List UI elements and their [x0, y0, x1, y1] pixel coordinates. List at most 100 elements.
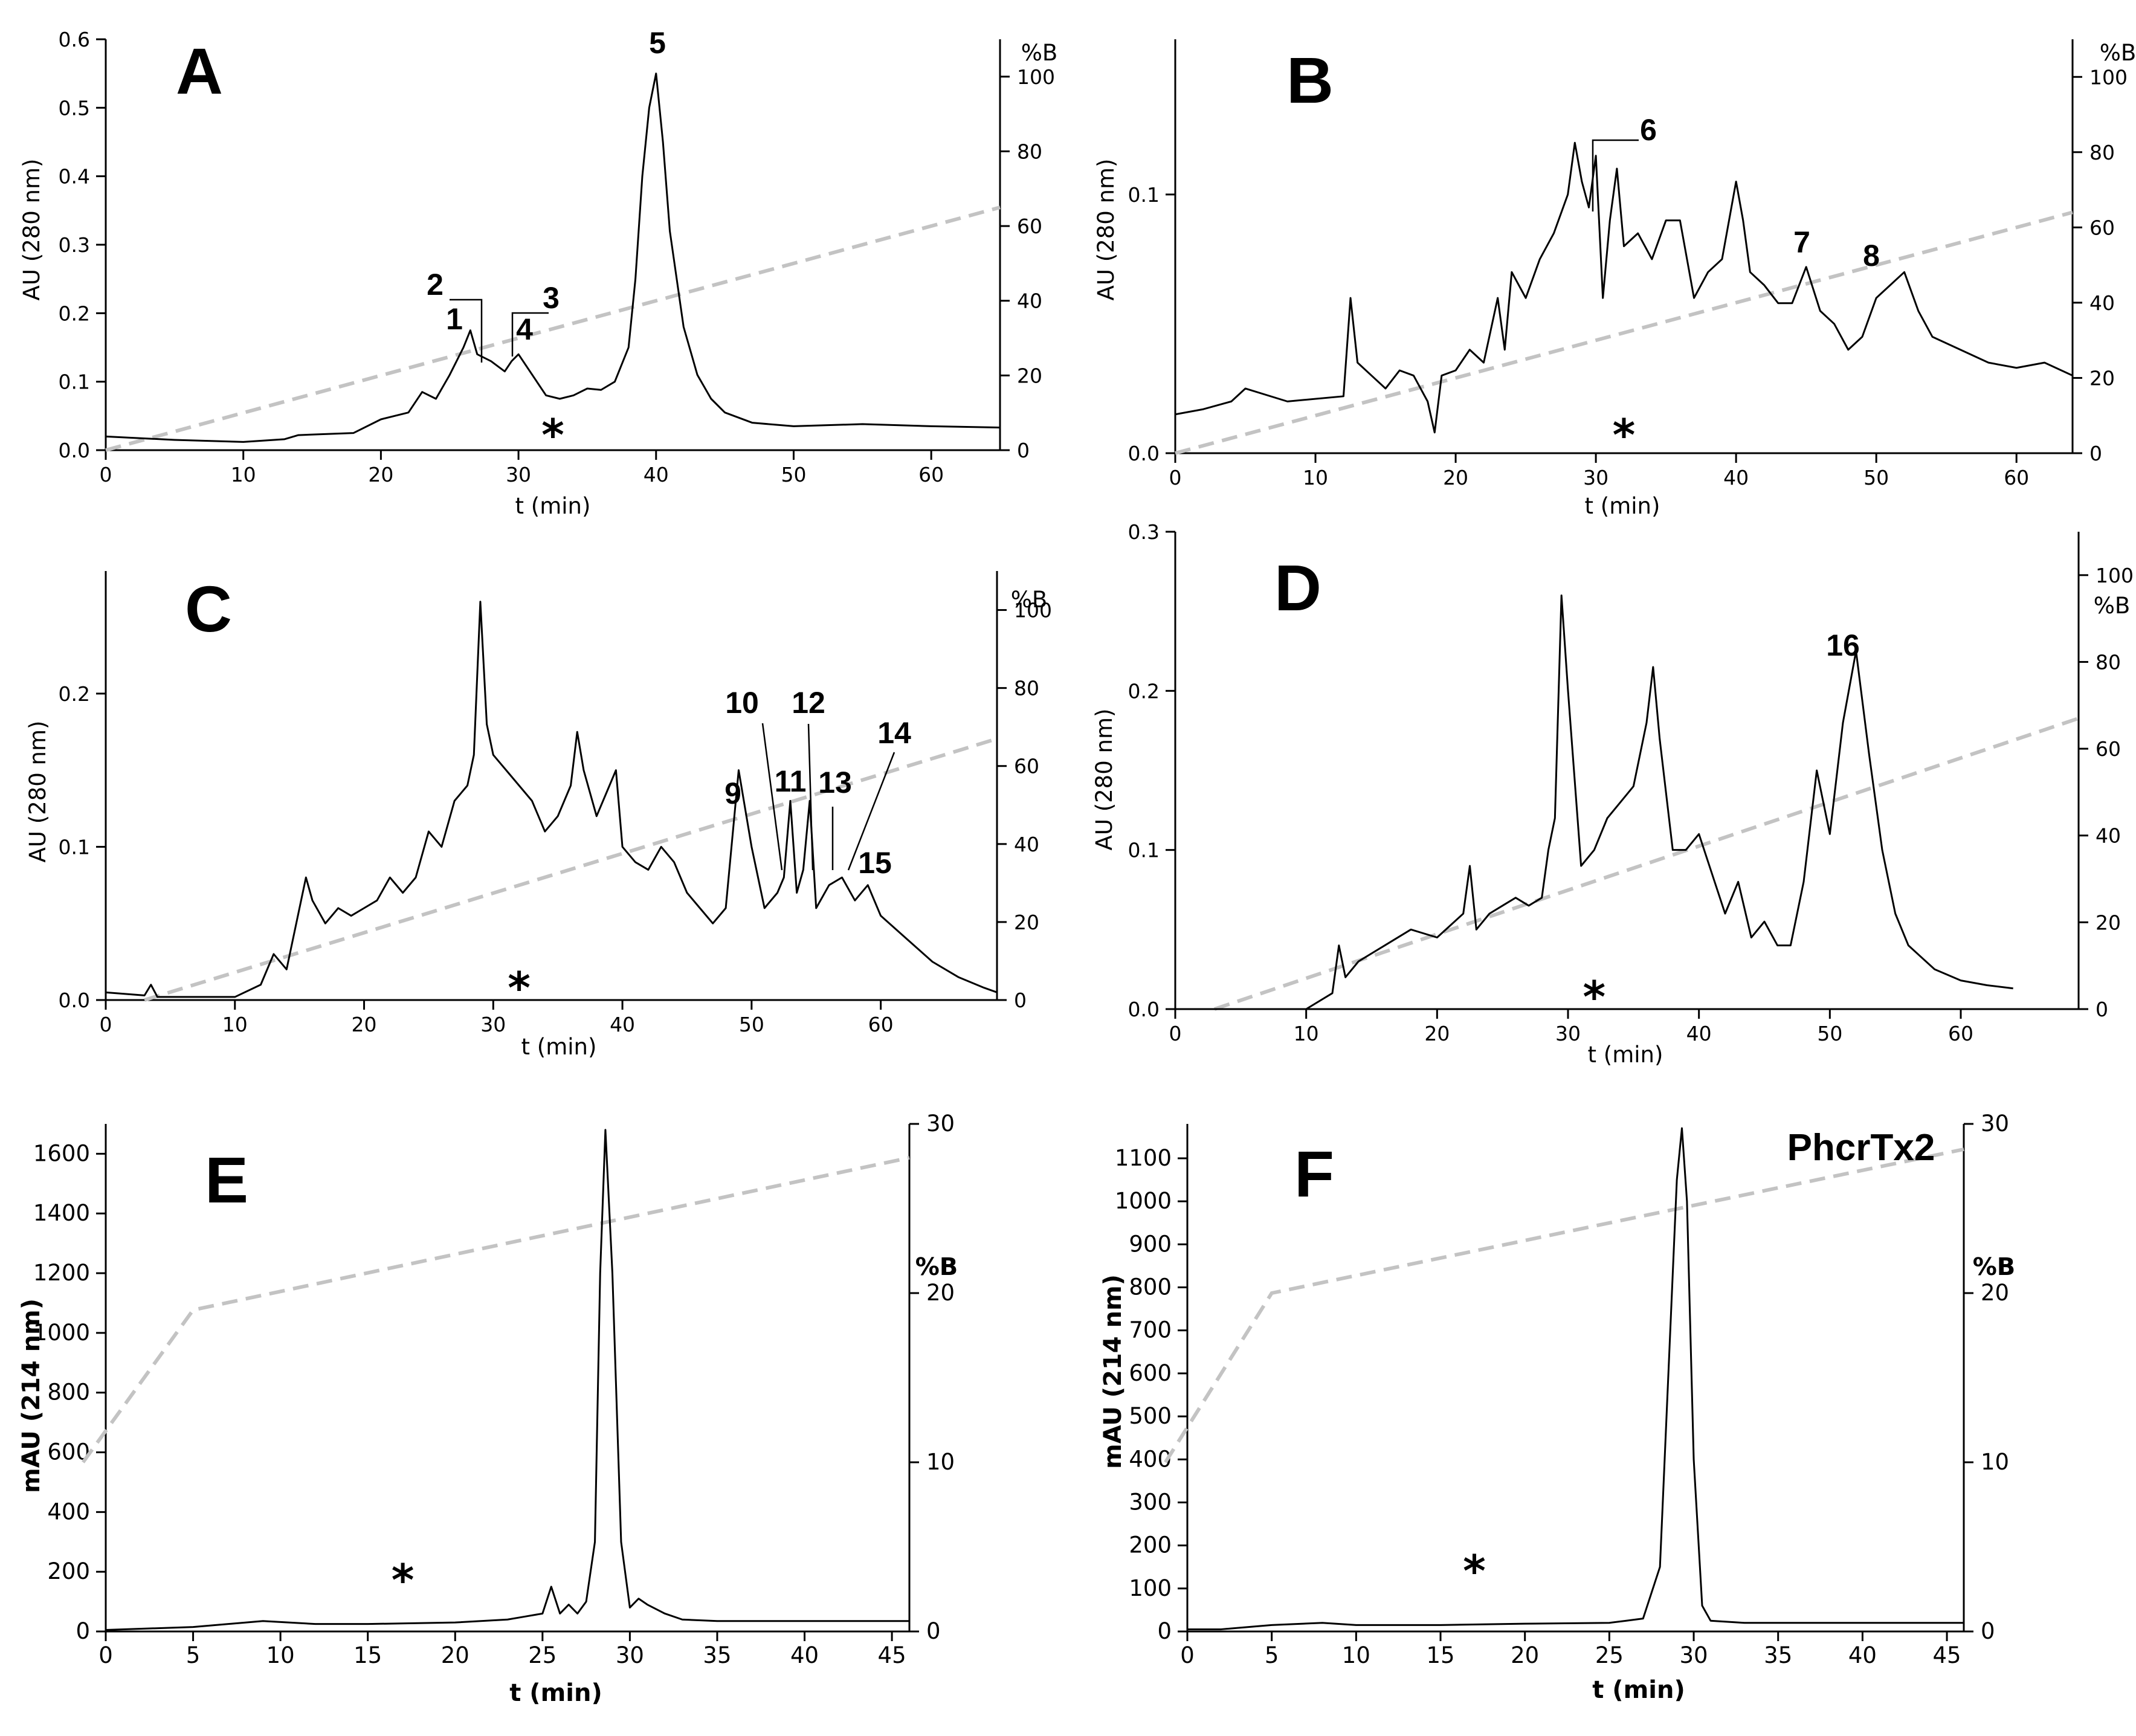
- x-tick-label: 50: [781, 463, 806, 486]
- x-tick-label: 60: [1948, 1022, 1973, 1045]
- chromatogram-trace: [1175, 141, 2073, 434]
- x-tick-label: 45: [878, 1642, 906, 1668]
- y2-tick-label: 80: [2096, 650, 2121, 674]
- peak-label: 6: [1640, 113, 1657, 147]
- peak-leader-line: [511, 312, 549, 357]
- y2-tick-label: 60: [1017, 215, 1042, 238]
- peak-label: 3: [543, 281, 560, 315]
- y2-tick-label: 40: [2096, 824, 2121, 848]
- x-tick-label: 10: [222, 1013, 248, 1036]
- chromatogram-trace: [105, 73, 1001, 443]
- peak-leader-line: [847, 752, 895, 871]
- asterisk-marker: *: [1463, 1546, 1486, 1596]
- x-tick-label: 10: [231, 463, 256, 486]
- y-tick-label: 0: [76, 1618, 90, 1644]
- chromatogram-trace: [1175, 594, 2013, 1010]
- y-tick-label: 0.0: [59, 439, 90, 462]
- x-axis-title: t (min): [1585, 493, 1660, 519]
- x-axis-title: t (min): [509, 1679, 602, 1707]
- x-tick-label: 60: [918, 463, 944, 486]
- x-tick-label: 0: [98, 1642, 113, 1668]
- x-tick-label: 25: [1595, 1642, 1624, 1668]
- x-axis-title: t (min): [515, 493, 591, 519]
- peak-label: 1: [446, 302, 463, 336]
- y-tick-label: 200: [1129, 1532, 1172, 1558]
- gradient-line: [81, 1156, 910, 1463]
- gradient-line: [1214, 716, 2079, 1011]
- panel-B: 0 10 20 30 40 50 60 0.0 0.1 0 20 40 60 80 100 t (min) AU…: [1093, 39, 2136, 519]
- y-tick-label: 0.0: [1128, 442, 1160, 465]
- y2-axis-title: %B: [1011, 587, 1048, 613]
- x-tick-label: 0: [1169, 1022, 1182, 1045]
- y2-axis-title: %B: [915, 1253, 958, 1281]
- x-tick-label: 5: [1265, 1642, 1279, 1668]
- y-tick-label: 0.1: [59, 835, 90, 859]
- x-tick-label: 20: [1511, 1642, 1539, 1668]
- y2-tick-label: 10: [1981, 1449, 2009, 1475]
- y-axis-title: AU (280 nm): [25, 721, 51, 863]
- x-tick-label: 45: [1933, 1642, 1961, 1668]
- y-tick-label: 0.0: [59, 989, 90, 1012]
- y-tick-label: 0.2: [59, 682, 90, 706]
- y2-tick-label: 60: [2089, 216, 2115, 239]
- y2-tick-label: 40: [1014, 833, 1039, 856]
- y2-tick-label: 20: [2089, 366, 2115, 390]
- y-tick-label: 0.2: [59, 302, 90, 325]
- peak-label: 5: [649, 26, 666, 60]
- y-tick-label: 0.4: [59, 165, 90, 189]
- peak-label: 13: [818, 766, 852, 799]
- y-tick-label: 1200: [33, 1260, 90, 1286]
- panel-A: 0 10 20 30 40 50 60 0.0 0.1 0.2 0.3 0.4 0.5 0.6 0 20 40 6…: [19, 26, 1057, 519]
- y-tick-label: 0.1: [59, 370, 90, 394]
- peak-label: 4: [516, 312, 533, 346]
- y-tick-label: 400: [1129, 1446, 1172, 1472]
- y-tick-label: 0.6: [59, 28, 90, 51]
- x-tick-label: 30: [1583, 466, 1608, 489]
- x-tick-label: 20: [1443, 466, 1468, 489]
- y-tick-label: 100: [1129, 1575, 1172, 1601]
- asterisk-marker: *: [508, 963, 531, 1013]
- x-tick-label: 35: [703, 1642, 731, 1668]
- y2-tick-label: 40: [2089, 291, 2115, 315]
- y-axis-title: AU (280 nm): [1093, 159, 1119, 301]
- y2-tick-label: 20: [1014, 911, 1039, 934]
- asterisk-marker: *: [1613, 410, 1636, 460]
- y2-tick-label: 20: [1017, 364, 1042, 387]
- y-tick-label: 0.0: [1128, 998, 1160, 1021]
- panel-C: 0 10 20 30 40 50 60 0.0 0.1 0.2 0 20 40 60 80 100 t (min…: [25, 571, 1052, 1060]
- peak-label: 2: [427, 268, 444, 302]
- y-tick-label: 1600: [33, 1140, 90, 1166]
- y2-tick-label: 80: [2089, 141, 2115, 164]
- y2-tick-label: 60: [2096, 737, 2121, 761]
- y2-tick-label: 0: [926, 1618, 941, 1644]
- y2-tick-label: 100: [2096, 564, 2134, 587]
- x-tick-label: 30: [1679, 1642, 1708, 1668]
- panel-letter: F: [1294, 1137, 1334, 1210]
- peak-leader-line: [1592, 139, 1639, 211]
- panel-E: 0 5 10 15 20 25 30 35 40 450200400600800100012001…: [18, 1111, 958, 1707]
- y2-tick-label: 40: [1017, 289, 1042, 313]
- x-axis-title: t (min): [521, 1034, 597, 1060]
- gradient-line: [105, 205, 1001, 452]
- x-tick-label: 30: [616, 1642, 644, 1668]
- panel-letter: A: [176, 34, 223, 108]
- x-tick-label: 10: [266, 1642, 295, 1668]
- y-axis-title: AU (280 nm): [1091, 709, 1117, 851]
- peak-leader-line: [807, 723, 814, 871]
- x-tick-label: 40: [1848, 1642, 1877, 1668]
- x-tick-label: 0: [1169, 466, 1182, 489]
- y2-tick-label: 100: [1017, 65, 1055, 89]
- y-tick-label: 0.3: [59, 233, 90, 257]
- panel-letter: D: [1274, 551, 1321, 624]
- y-tick-label: 400: [47, 1499, 90, 1525]
- y2-tick-label: 60: [1014, 755, 1039, 778]
- x-axis-title: t (min): [1588, 1042, 1663, 1068]
- peak-leader-line: [761, 723, 783, 871]
- x-tick-label: 50: [739, 1013, 764, 1036]
- x-tick-label: 0: [100, 463, 112, 486]
- x-tick-label: 40: [644, 463, 669, 486]
- y2-tick-label: 30: [926, 1111, 955, 1137]
- x-tick-label: 10: [1294, 1022, 1319, 1045]
- y-tick-label: 200: [47, 1558, 90, 1584]
- y-tick-label: 0.1: [1128, 839, 1160, 862]
